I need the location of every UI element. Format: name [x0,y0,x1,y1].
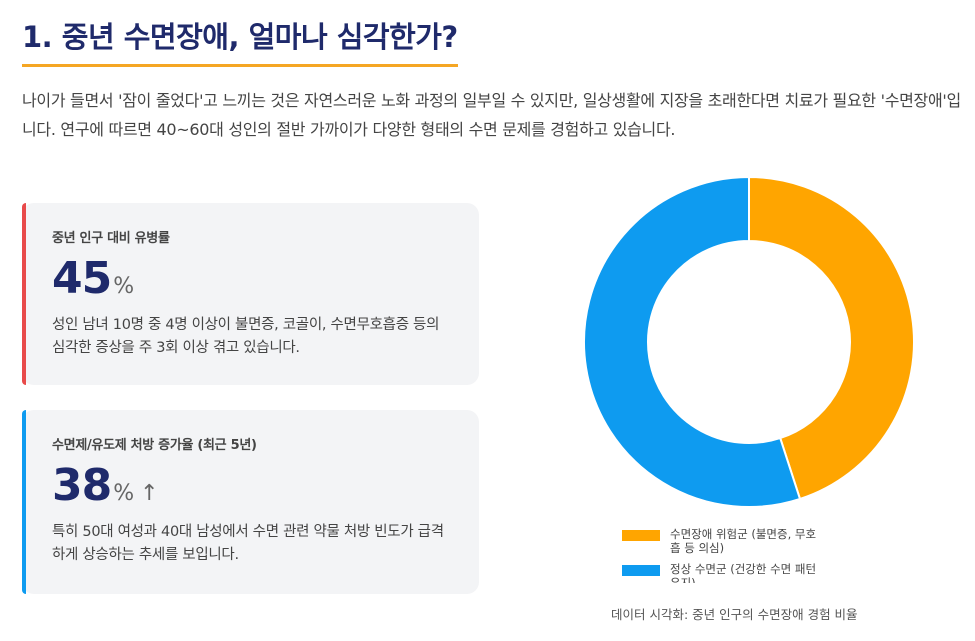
stat-unit: % [113,481,135,506]
page-title: 1. 중년 수면장애, 얼마나 심각한가? [22,14,458,67]
stat-card-description: 특히 50대 여성과 40대 남성에서 수면 관련 약물 처방 빈도가 급격하게… [52,524,444,563]
legend-item[interactable]: 수면장애 위험군 (불면증, 무호흡 등 의심) [622,527,822,555]
legend-label: 정상 수면군 (건강한 수면 패턴 유지) [670,562,817,583]
stat-number: 38 [52,460,112,511]
chart-legend: 수면장애 위험군 (불면증, 무호흡 등 의심) 정상 수면군 (건강한 수면 … [622,527,822,583]
donut-slice-0[interactable] [748,176,915,501]
stat-card-label: 수면제/유도제 처방 증가율 (최근 5년) [52,438,257,453]
stat-card-value: 45% [52,254,453,304]
stat-unit: % [113,274,135,299]
legend-swatch-risk [622,530,660,541]
legend-item[interactable]: 정상 수면군 (건강한 수면 패턴 유지) [622,562,822,583]
chart-caption: 데이터 시각화: 중년 인구의 수면장애 경험 비율 [611,607,858,622]
donut-slice-1[interactable] [583,176,802,508]
stat-card-prevalence: 중년 인구 대비 유병률 45% 성인 남녀 10명 중 4명 이상이 불면증,… [22,203,479,385]
legend-label: 수면장애 위험군 (불면증, 무호흡 등 의심) [670,527,817,555]
intro-paragraph: 나이가 들면서 '잠이 줄었다'고 느끼는 것은 자연스러운 노화 과정의 일부… [22,91,961,139]
stat-card-label: 중년 인구 대비 유병률 [52,231,170,246]
stat-card-value: 38% ↑ [52,461,453,511]
stat-card-description: 성인 남녀 10명 중 4명 이상이 불면증, 코골이, 수면무호흡증 등의 심… [52,317,440,356]
legend-swatch-normal [622,565,660,576]
stat-card-prescription: 수면제/유도제 처방 증가율 (최근 5년) 38% ↑ 특히 50대 여성과 4… [22,410,479,594]
arrow-up-icon: ↑ [140,481,159,506]
donut-chart [583,176,915,508]
stat-number: 45 [52,253,112,304]
